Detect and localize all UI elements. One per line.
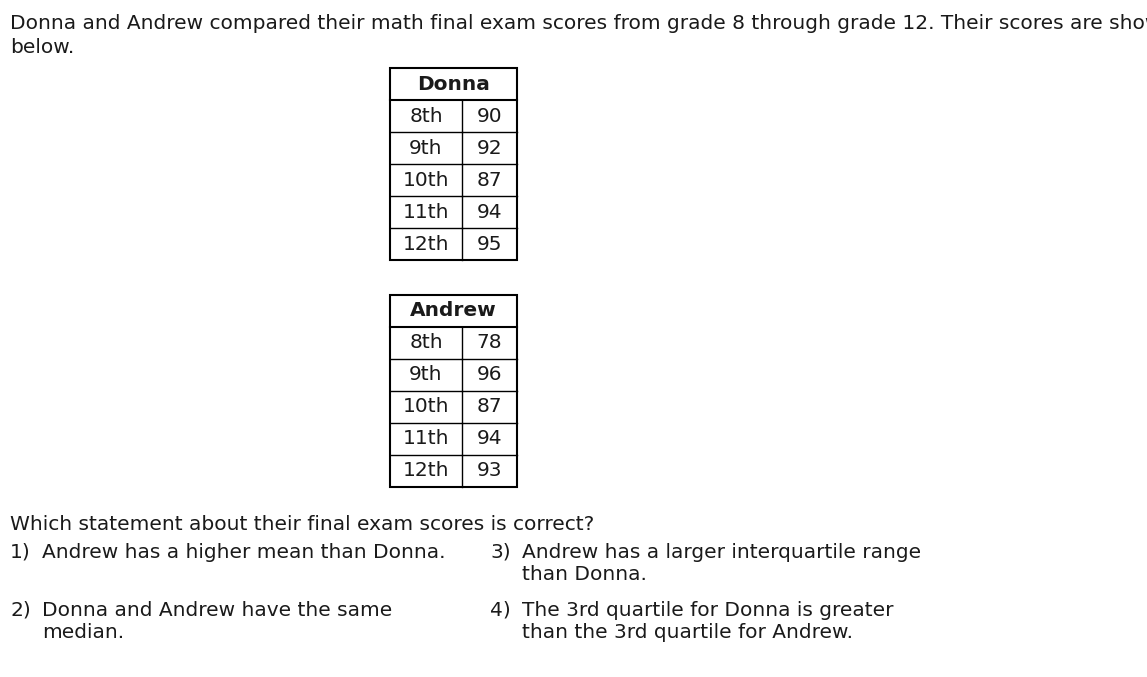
Text: than the 3rd quartile for Andrew.: than the 3rd quartile for Andrew. [522, 623, 853, 642]
Text: 11th: 11th [403, 429, 450, 448]
Text: Donna and Andrew have the same: Donna and Andrew have the same [42, 601, 392, 620]
Text: 9th: 9th [409, 139, 443, 158]
Bar [390, 295, 517, 487]
Text: 4): 4) [490, 601, 510, 620]
Text: The 3rd quartile for Donna is greater: The 3rd quartile for Donna is greater [522, 601, 894, 620]
Text: 90: 90 [477, 106, 502, 125]
Text: 94: 94 [477, 202, 502, 221]
Text: 94: 94 [477, 429, 502, 448]
Text: Which statement about their final exam scores is correct?: Which statement about their final exam s… [10, 515, 594, 534]
Text: 92: 92 [477, 139, 502, 158]
Text: 96: 96 [477, 366, 502, 385]
Text: Donna: Donna [418, 74, 490, 93]
Text: 2): 2) [10, 601, 31, 620]
Text: 78: 78 [477, 334, 502, 353]
Text: Andrew has a larger interquartile range: Andrew has a larger interquartile range [522, 543, 921, 562]
Text: 93: 93 [477, 462, 502, 481]
Bar [390, 68, 517, 260]
Text: below.: below. [10, 38, 75, 57]
Text: 87: 87 [477, 171, 502, 190]
Text: 10th: 10th [403, 397, 450, 416]
Text: 12th: 12th [403, 234, 450, 253]
Text: 10th: 10th [403, 171, 450, 190]
Text: 87: 87 [477, 397, 502, 416]
Text: 3): 3) [490, 543, 510, 562]
Text: Andrew has a higher mean than Donna.: Andrew has a higher mean than Donna. [42, 543, 445, 562]
Text: 1): 1) [10, 543, 31, 562]
Text: 95: 95 [477, 234, 502, 253]
Text: 11th: 11th [403, 202, 450, 221]
Text: 12th: 12th [403, 462, 450, 481]
Text: Andrew: Andrew [411, 301, 497, 320]
Text: 8th: 8th [409, 106, 443, 125]
Text: Donna and Andrew compared their math final exam scores from grade 8 through grad: Donna and Andrew compared their math fin… [10, 14, 1147, 33]
Text: 9th: 9th [409, 366, 443, 385]
Text: median.: median. [42, 623, 124, 642]
Text: than Donna.: than Donna. [522, 565, 647, 584]
Text: 8th: 8th [409, 334, 443, 353]
